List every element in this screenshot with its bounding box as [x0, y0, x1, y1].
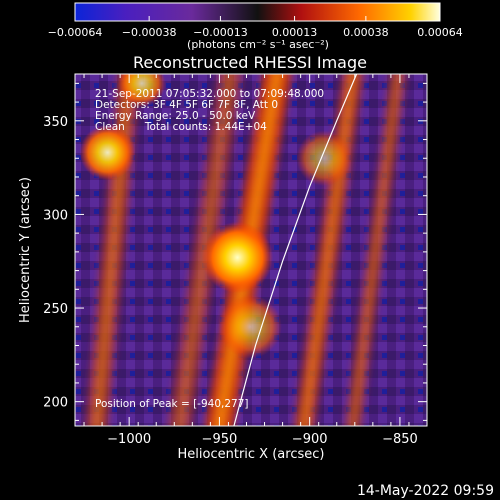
x-tick-label: −1000 — [107, 432, 151, 447]
y-tick-label: 200 — [43, 396, 68, 411]
colorbar-tick-label: −0.00038 — [122, 26, 177, 39]
heatmap-image — [75, 74, 427, 426]
y-tick-label: 350 — [43, 115, 68, 130]
annotation-detectors: Detectors: 3F 4F 5F 6F 7F 8F, Att 0 — [95, 99, 278, 111]
chart-title: Reconstructed RHESSI Image — [133, 53, 367, 72]
colorbar-tick-label: −0.00013 — [193, 26, 248, 39]
x-axis: −1000 −950 −900 −850 — [83, 74, 418, 447]
emission-ridge-core — [300, 74, 357, 426]
y-axis: 200 250 300 350 — [43, 82, 427, 421]
x-axis-label: Heliocentric X (arcsec) — [178, 447, 325, 462]
bright-sources — [79, 74, 352, 359]
x-tick-label: −950 — [202, 432, 238, 447]
y-tick-label: 300 — [43, 208, 68, 223]
colorbar: −0.00064 −0.00038 −0.00013 0.00013 0.00038 0.… — [48, 2, 463, 51]
plot-frame — [74, 73, 428, 427]
colorbar-ticks: −0.00064 −0.00038 −0.00013 0.00013 0.00038 0.… — [48, 16, 463, 39]
colorbar-tick-label: 0.00064 — [417, 26, 463, 39]
colorbar-tick-label: 0.00038 — [343, 26, 389, 39]
x-tick-label: −900 — [292, 432, 328, 447]
emission-ridge-core — [350, 74, 401, 426]
annotation-counts: Clean Total counts: 1.44E+04 — [95, 121, 267, 133]
footer-timestamp: 14-May-2022 09:59 — [357, 483, 494, 499]
bright-source — [296, 130, 352, 187]
y-tick-label: 250 — [43, 302, 68, 317]
colorbar-gradient — [74, 2, 441, 22]
colorbar-tick-label: −0.00064 — [48, 26, 103, 39]
x-tick-label: −850 — [382, 432, 418, 447]
peak-position-label: Position of Peak = [-940,277] — [95, 398, 249, 410]
colorbar-tick-label: 0.00013 — [272, 26, 318, 39]
bright-source — [218, 294, 282, 359]
annotation-energy: Energy Range: 25.0 - 50.0 keV — [95, 110, 256, 122]
annotation-time: 21-Sep-2011 07:05:32.000 to 07:09:48.000 — [95, 88, 324, 100]
bright-source — [117, 74, 166, 108]
bright-source — [79, 124, 136, 181]
solar-limb-curve — [233, 74, 358, 426]
y-axis-label: Heliocentric Y (arcsec) — [18, 177, 33, 323]
annotation-block: 21-Sep-2011 07:05:32.000 to 07:09:48.000… — [95, 88, 324, 410]
colorbar-unit-label: (photons cm⁻² s⁻¹ asec⁻²) — [187, 38, 329, 51]
bright-source — [201, 221, 274, 294]
